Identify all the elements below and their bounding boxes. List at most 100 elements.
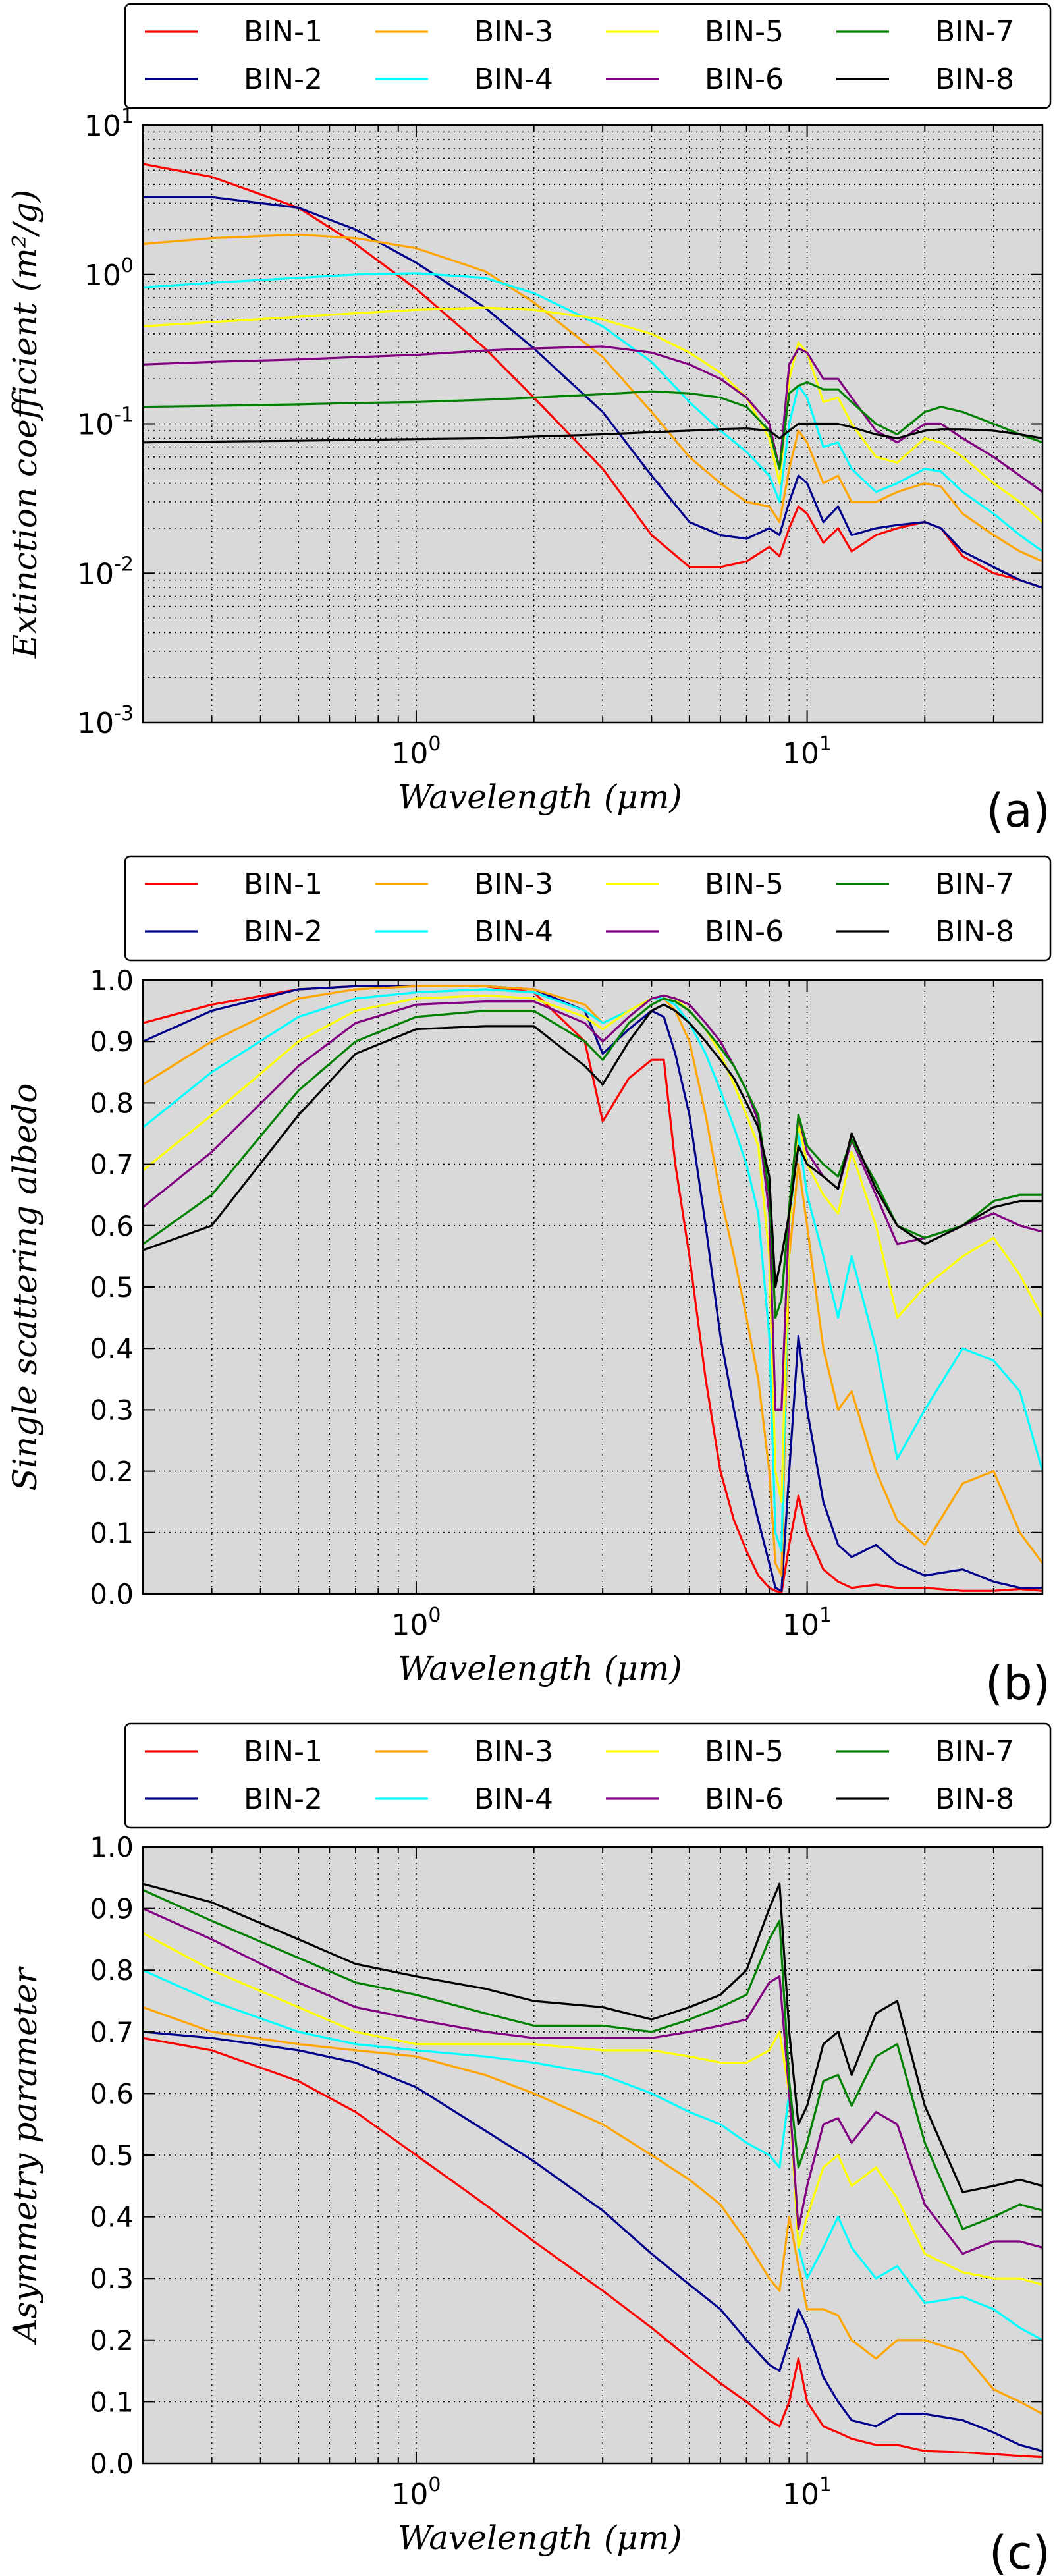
plot-area [143, 125, 1042, 723]
y-tick-label: 10-1 [77, 404, 134, 442]
x-axis-label: Wavelength (μm) [398, 1649, 682, 1687]
y-tick-label: 0.1 [90, 2386, 134, 2418]
x-tick-label: 100 [391, 1604, 441, 1642]
series-line-bin-3 [143, 233, 1042, 562]
panel-label: (b) [985, 1657, 1050, 1711]
y-tick-label: 0.0 [90, 1578, 134, 1610]
legend-box [124, 1722, 1052, 1829]
series-line-bin-8 [143, 1882, 1042, 2193]
legend-label-bin-7: BIN-7 [935, 867, 1014, 901]
legend-label-bin-2: BIN-2 [244, 915, 323, 948]
panel-label: (c) [989, 2526, 1050, 2576]
y-tick-label: 101 [84, 105, 134, 143]
legend-label-bin-3: BIN-3 [474, 1735, 553, 1768]
y-tick-label: 1.0 [90, 1831, 134, 1863]
y-tick-label: 0.8 [90, 1954, 134, 1987]
series-line-bin-3 [143, 2006, 1042, 2415]
y-tick-label: 0.9 [90, 1026, 134, 1058]
y-tick-label: 0.5 [90, 2139, 134, 2172]
x-tick-label: 101 [782, 1604, 832, 1642]
legend-label-bin-4: BIN-4 [474, 915, 553, 948]
legend: BIN-1 BIN-2 BIN-3 BIN-4 BIN-5 BIN-6 BIN-7 BIN-8 [124, 3, 1052, 109]
y-axis-label: Asymmetry parameter [6, 1966, 44, 2345]
legend-label-bin-8: BIN-8 [935, 1782, 1014, 1816]
y-tick-label: 10-2 [77, 553, 134, 591]
legend-label-bin-4: BIN-4 [474, 63, 553, 96]
legend-label-bin-4: BIN-4 [474, 1782, 553, 1816]
y-tick-label: 0.3 [90, 1394, 134, 1426]
series-line-bin-2 [143, 196, 1042, 589]
tick-marks [143, 979, 1042, 1595]
series-line-bin-7 [143, 997, 1042, 1319]
x-axis-label: Wavelength (μm) [398, 2519, 682, 2557]
chart-panel-a: 100 101 10-3 10-2 10-1 100 101 Wavelength (μm) E… [6, 3, 1052, 838]
x-tick-label: 100 [391, 2473, 441, 2511]
tick-marks [143, 124, 1042, 723]
series-lines [143, 163, 1042, 589]
legend-label-bin-3: BIN-3 [474, 15, 553, 49]
series-line-bin-8 [143, 422, 1042, 444]
x-axis-label: Wavelength (μm) [398, 778, 682, 816]
y-tick-label: 1.0 [90, 964, 134, 997]
y-tick-label: 0.2 [90, 1456, 134, 1488]
y-tick-label: 0.8 [90, 1087, 134, 1119]
series-lines [143, 985, 1042, 1594]
y-axis-label: Single scattering albedo [6, 1083, 44, 1491]
y-tick-label: 0.9 [90, 1893, 134, 1925]
series-line-bin-6 [143, 345, 1042, 493]
y-tick-label: 100 [84, 254, 134, 292]
legend: BIN-1 BIN-2 BIN-3 BIN-4 BIN-5 BIN-6 BIN-7 BIN-8 [124, 1722, 1052, 1829]
series-line-bin-4 [143, 988, 1042, 1552]
y-tick-label: 0.2 [90, 2324, 134, 2357]
series-line-bin-4 [143, 1969, 1042, 2342]
y-tick-label: 0.0 [90, 2448, 134, 2480]
y-tick-label: 0.3 [90, 2262, 134, 2295]
chart-panel-c: 100 101 0.0 0.1 0.2 0.3 0.4 0.5 0.6 0.7 0.8 0.9 1.0 W… [6, 1722, 1052, 2576]
legend-label-bin-2: BIN-2 [244, 1782, 323, 1816]
series-line-bin-6 [143, 1907, 1042, 2255]
legend-label-bin-8: BIN-8 [935, 63, 1014, 96]
series-line-bin-1 [143, 2037, 1042, 2459]
legend-box [124, 855, 1052, 962]
legend-label-bin-7: BIN-7 [935, 15, 1014, 49]
series-line-bin-3 [143, 985, 1042, 1577]
plot-area [143, 1847, 1042, 2463]
legend-label-bin-1: BIN-1 [244, 867, 323, 901]
y-tick-label: 0.7 [90, 2016, 134, 2048]
x-tick-label: 101 [782, 732, 832, 771]
legend-label-bin-5: BIN-5 [705, 15, 784, 49]
series-line-bin-4 [143, 272, 1042, 553]
legend-label-bin-7: BIN-7 [935, 1735, 1014, 1768]
y-tick-label: 0.7 [90, 1149, 134, 1181]
legend-label-bin-6: BIN-6 [705, 1782, 784, 1816]
legend-label-bin-1: BIN-1 [244, 1735, 323, 1768]
series-line-bin-7 [143, 1889, 1042, 2230]
legend-label-bin-5: BIN-5 [705, 867, 784, 901]
y-tick-label: 0.4 [90, 2201, 134, 2233]
legend-label-bin-5: BIN-5 [705, 1735, 784, 1768]
panel-label: (a) [986, 784, 1050, 838]
plot-area [143, 980, 1042, 1594]
series-line-bin-5 [143, 994, 1042, 1503]
chart-panel-b: 100 101 0.0 0.1 0.2 0.3 0.4 0.5 0.6 0.7 0.8 0.9 1.0 W… [6, 855, 1052, 1711]
legend: BIN-1 BIN-2 BIN-3 BIN-4 BIN-5 BIN-6 BIN-7 BIN-8 [124, 855, 1052, 962]
legend-label-bin-6: BIN-6 [705, 915, 784, 948]
series-line-bin-7 [143, 381, 1042, 470]
series-line-bin-8 [143, 1003, 1042, 1288]
legend-label-bin-3: BIN-3 [474, 867, 553, 901]
y-tick-label: 0.6 [90, 1210, 134, 1242]
x-tick-label: 100 [391, 732, 441, 771]
y-tick-label: 0.4 [90, 1332, 134, 1365]
y-tick-label: 0.1 [90, 1517, 134, 1549]
y-tick-label: 0.6 [90, 2077, 134, 2110]
y-axis-label: Extinction coefficient (m²/g) [6, 190, 44, 659]
legend-label-bin-8: BIN-8 [935, 915, 1014, 948]
y-tick-label: 10-3 [77, 702, 134, 740]
series-line-bin-2 [143, 2031, 1042, 2452]
series-lines [143, 1882, 1042, 2459]
legend-label-bin-2: BIN-2 [244, 63, 323, 96]
series-line-bin-5 [143, 1932, 1042, 2286]
legend-label-bin-1: BIN-1 [244, 15, 323, 49]
y-tick-label: 0.5 [90, 1271, 134, 1303]
